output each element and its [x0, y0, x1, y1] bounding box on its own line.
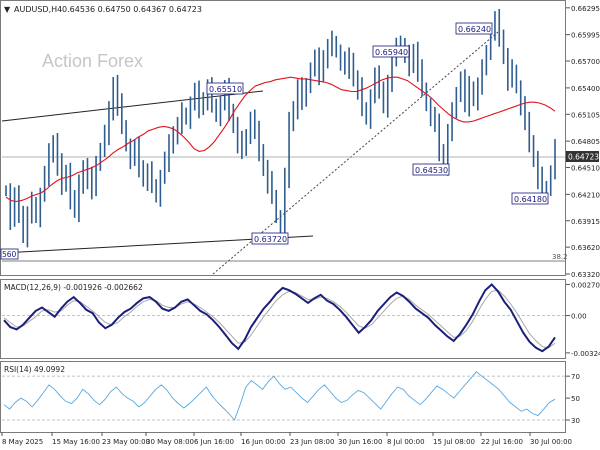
x-axis-tick-label: 30 Jul 00:00 [530, 438, 572, 446]
price-y-tick-label: 0.64805 [571, 138, 600, 146]
x-axis-tick-label: 8 Jul 00:00 [387, 438, 425, 446]
channel-upper-line [1, 90, 264, 122]
macd-y-tick-label: -0.003241 [571, 350, 600, 358]
price-y-tick-label: 0.63915 [571, 218, 600, 226]
macd-panel-frame [0, 279, 566, 359]
macd-y-tick-label: 0.002702 [571, 281, 600, 289]
svg-text:0.66240: 0.66240 [458, 25, 491, 34]
x-axis-tick-label: 30 Jun 16:00 [338, 438, 382, 446]
price-y-tick-label: 0.66295 [571, 5, 600, 13]
chart-header-triangle: ▼ [4, 5, 11, 14]
price-y-tick-label: 0.63320 [571, 271, 600, 279]
price-y-tick-label: 0.64210 [571, 191, 600, 199]
price-level-annotation: 0.63720 [251, 232, 289, 245]
x-axis-tick-label: 23 Jun 08:00 [290, 438, 334, 446]
rsi-y-tick-label: 70 [571, 373, 580, 381]
macd-main-line [3, 283, 556, 353]
price-level-annotation: 0.65510 [206, 82, 244, 95]
price-y-tick-label: 0.63620 [571, 244, 600, 252]
chart-header-symbol: AUDUSD,H4 [14, 5, 62, 14]
price-y-tick-label: 0.65105 [571, 111, 600, 119]
fib-level-label: 38.2 [552, 253, 568, 261]
price-level-annotation: 0.66240 [455, 22, 493, 35]
rsi-title: RSI(14) 49.0992 [4, 365, 65, 374]
rsi-layer [3, 371, 556, 421]
svg-text:0.65510: 0.65510 [209, 85, 242, 94]
x-axis-tick-label: 6 Jun 16:00 [194, 438, 234, 446]
macd-y-tick-label: 0.00 [571, 313, 587, 321]
price-level-annotation: 0.64180 [511, 192, 549, 205]
current-price-tag: 0.64723 [566, 151, 599, 162]
price-y-tick-label: 0.65400 [571, 85, 600, 93]
x-axis-tick-label: 15 Jul 08:00 [433, 438, 475, 446]
x-axis-tick-label: 16 Jun 00:00 [241, 438, 285, 446]
price-panel-frame [0, 0, 566, 276]
price-y-tick-label: 0.65995 [571, 32, 600, 40]
price-y-tick-label: 0.64510 [571, 165, 600, 173]
x-axis-tick-label: 23 May 00:00 [102, 438, 150, 446]
svg-text:0.64723: 0.64723 [568, 153, 599, 162]
x-axis-tick-label: 30 May 08:00 [146, 438, 194, 446]
rsi-y-tick-label: 30 [571, 417, 580, 425]
svg-text:0.64180: 0.64180 [514, 195, 547, 204]
rsi-y-tick-label: 50 [571, 395, 580, 403]
rsi-panel-frame [0, 361, 566, 433]
macd-signal-line [3, 289, 556, 349]
price-level-annotation: 0.64530 [412, 163, 450, 176]
x-axis-tick-label: 8 May 2025 [2, 438, 43, 446]
watermark-text: Action Forex [42, 51, 143, 71]
svg-text:0.64530: 0.64530 [415, 166, 448, 175]
price-level-annotation: 0.65940 [372, 45, 410, 58]
x-axis-tick-label: 22 Jul 16:00 [481, 438, 523, 446]
candle-layer [5, 8, 556, 248]
x-axis-tick-label: 15 May 16:00 [52, 438, 100, 446]
svg-text:560: 560 [2, 250, 17, 259]
grid-layer [2, 315, 565, 421]
price-y-tick-label: 0.65700 [571, 58, 600, 66]
rsi-line [3, 371, 556, 421]
macd-layer [3, 283, 556, 353]
annotation-layer: 0.65510 0.63720 0.65940 0.66240 0.64530 0.641… [0, 22, 568, 261]
chart-header-ohlc: 0.64536 0.64750 0.64367 0.64723 [62, 5, 202, 14]
svg-text:0.65940: 0.65940 [375, 48, 408, 57]
left-price-annotation: 560 [0, 248, 19, 260]
axis-layer: 0.66295 0.65995 0.65700 0.65400 0.65105 0.648… [1, 5, 600, 446]
macd-title: MACD(12,26,9) -0.001926 -0.002662 [4, 283, 143, 292]
svg-text:0.63720: 0.63720 [254, 235, 287, 244]
moving-average-layer [5, 76, 556, 203]
moving-average-line [5, 76, 556, 203]
